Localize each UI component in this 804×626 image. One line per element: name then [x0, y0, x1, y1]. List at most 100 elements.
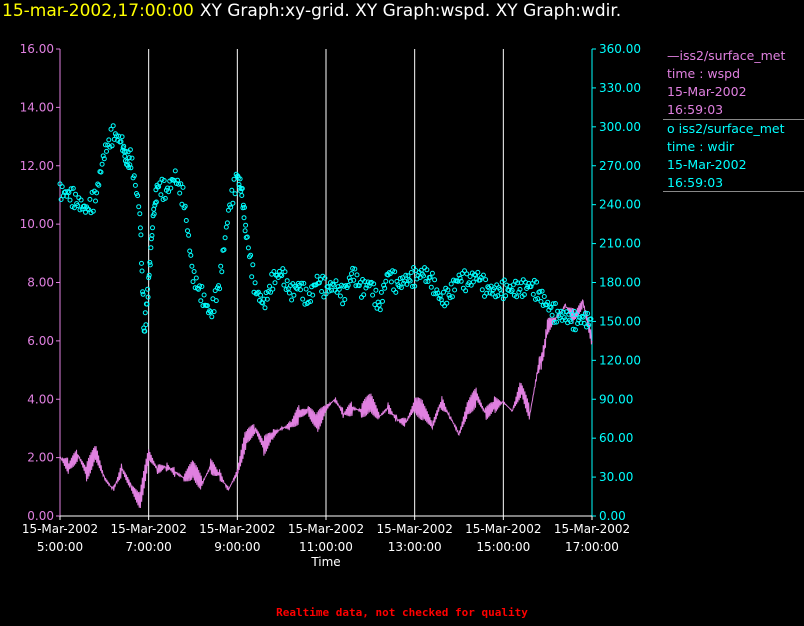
wdir-point	[121, 143, 127, 149]
wdir-point	[102, 142, 108, 148]
chart-title: 15-mar-2002,17:00:00 XY Graph:xy-grid. XY…	[2, 1, 621, 21]
wdir-point	[572, 327, 578, 333]
wdir-point	[162, 195, 168, 201]
x-tick-time-label: 15:00:00	[476, 540, 530, 554]
wdir-point	[208, 309, 214, 315]
wdir-point	[376, 302, 382, 308]
wdir-point	[198, 298, 204, 304]
y-right-tick-label: 180.00	[599, 276, 641, 290]
wdir-point	[517, 286, 523, 292]
wdir-point	[126, 155, 132, 161]
wdir-point	[464, 271, 470, 277]
wdir-point	[182, 203, 188, 209]
legend-wdir-date: 15-Mar-2002	[667, 157, 747, 172]
wdir-point	[242, 228, 248, 234]
wdir-point	[318, 277, 323, 282]
wdir-point	[537, 289, 543, 295]
y-right-tick-label: 150.00	[599, 314, 641, 328]
wdir-point	[94, 190, 100, 196]
wdir-point	[237, 176, 243, 182]
wdir-point	[362, 279, 368, 284]
wdir-point	[139, 268, 145, 274]
wdir-point	[217, 286, 223, 292]
wdir-point	[224, 220, 230, 226]
x-tick-time-label: 13:00:00	[388, 540, 442, 554]
wdir-point	[342, 297, 348, 302]
wdir-point	[485, 284, 491, 290]
wdir-point	[243, 222, 249, 228]
wdir-point	[150, 225, 155, 231]
wdir-point	[447, 295, 453, 301]
wdir-point	[402, 278, 408, 284]
wdir-point	[424, 267, 430, 273]
wdir-point	[158, 192, 164, 198]
wdir-point	[176, 181, 182, 187]
wdir-point	[463, 288, 469, 294]
wdir-point	[228, 204, 234, 210]
wdir-point	[272, 280, 278, 286]
wdir-point	[403, 272, 409, 278]
wdir-point	[509, 287, 515, 293]
wdir-point	[87, 196, 93, 202]
wdir-point	[213, 298, 219, 304]
wdir-point	[336, 286, 342, 292]
wdir-point	[65, 189, 71, 195]
wdir-point	[497, 286, 503, 292]
wdir-point	[132, 182, 138, 188]
wdir-point	[366, 283, 372, 289]
y-right-tick-label: 360.00	[599, 42, 641, 56]
wdir-point	[330, 281, 336, 287]
wdir-point	[514, 294, 520, 300]
wdir-point	[449, 294, 455, 300]
wdir-point	[319, 289, 325, 294]
legend-wspd-time: 16:59:03	[667, 102, 724, 117]
wdir-point	[140, 291, 146, 297]
wdir-point	[421, 273, 426, 279]
wdir-point	[501, 277, 507, 283]
wdir-point	[346, 275, 352, 281]
wdir-point	[412, 283, 418, 289]
wdir-point	[222, 235, 228, 241]
wdir-point	[119, 134, 125, 140]
wdir-point	[209, 314, 215, 320]
wdir-point	[373, 287, 379, 293]
y-left-tick-label: 8.00	[27, 276, 54, 290]
wdir-point	[588, 316, 594, 322]
wdir-point	[409, 284, 415, 289]
wdir-point	[380, 298, 385, 304]
wdir-point	[216, 283, 221, 289]
wdir-point	[229, 187, 235, 193]
wdir-point	[127, 162, 133, 168]
wdir-point	[59, 184, 65, 190]
wdir-point	[428, 284, 434, 290]
wdir-point	[207, 308, 213, 314]
wdir-point	[285, 286, 291, 292]
wdir-point	[236, 182, 242, 187]
wdir-point	[218, 263, 224, 269]
wdir-point	[142, 310, 148, 316]
x-axis-label: Time	[310, 555, 340, 569]
y-left-tick-label: 10.00	[20, 217, 54, 231]
wdir-point	[498, 291, 504, 297]
y-right-tick-label: 30.00	[599, 470, 633, 484]
wdir-point	[190, 279, 196, 285]
wdir-point	[161, 178, 167, 183]
y-left-tick-label: 6.00	[27, 334, 54, 348]
wdir-point	[423, 279, 429, 284]
wdir-point	[245, 245, 251, 251]
wdir-point	[199, 284, 205, 289]
wdir-point	[545, 299, 551, 305]
wdir-point	[451, 277, 456, 283]
wdir-point	[70, 185, 76, 191]
wdir-point	[521, 292, 527, 298]
wdir-point	[71, 205, 77, 211]
wdir-point	[68, 186, 74, 192]
wdir-point	[96, 182, 102, 188]
wdir-point	[551, 319, 557, 325]
wdir-point	[244, 234, 250, 240]
wdir-point	[258, 292, 264, 298]
wdir-point	[177, 190, 183, 196]
wdir-point	[211, 309, 217, 315]
legend-entry-wdir: o iss2/surface_met time : wdir 15-Mar-20…	[667, 120, 804, 192]
wdir-point	[354, 272, 360, 278]
